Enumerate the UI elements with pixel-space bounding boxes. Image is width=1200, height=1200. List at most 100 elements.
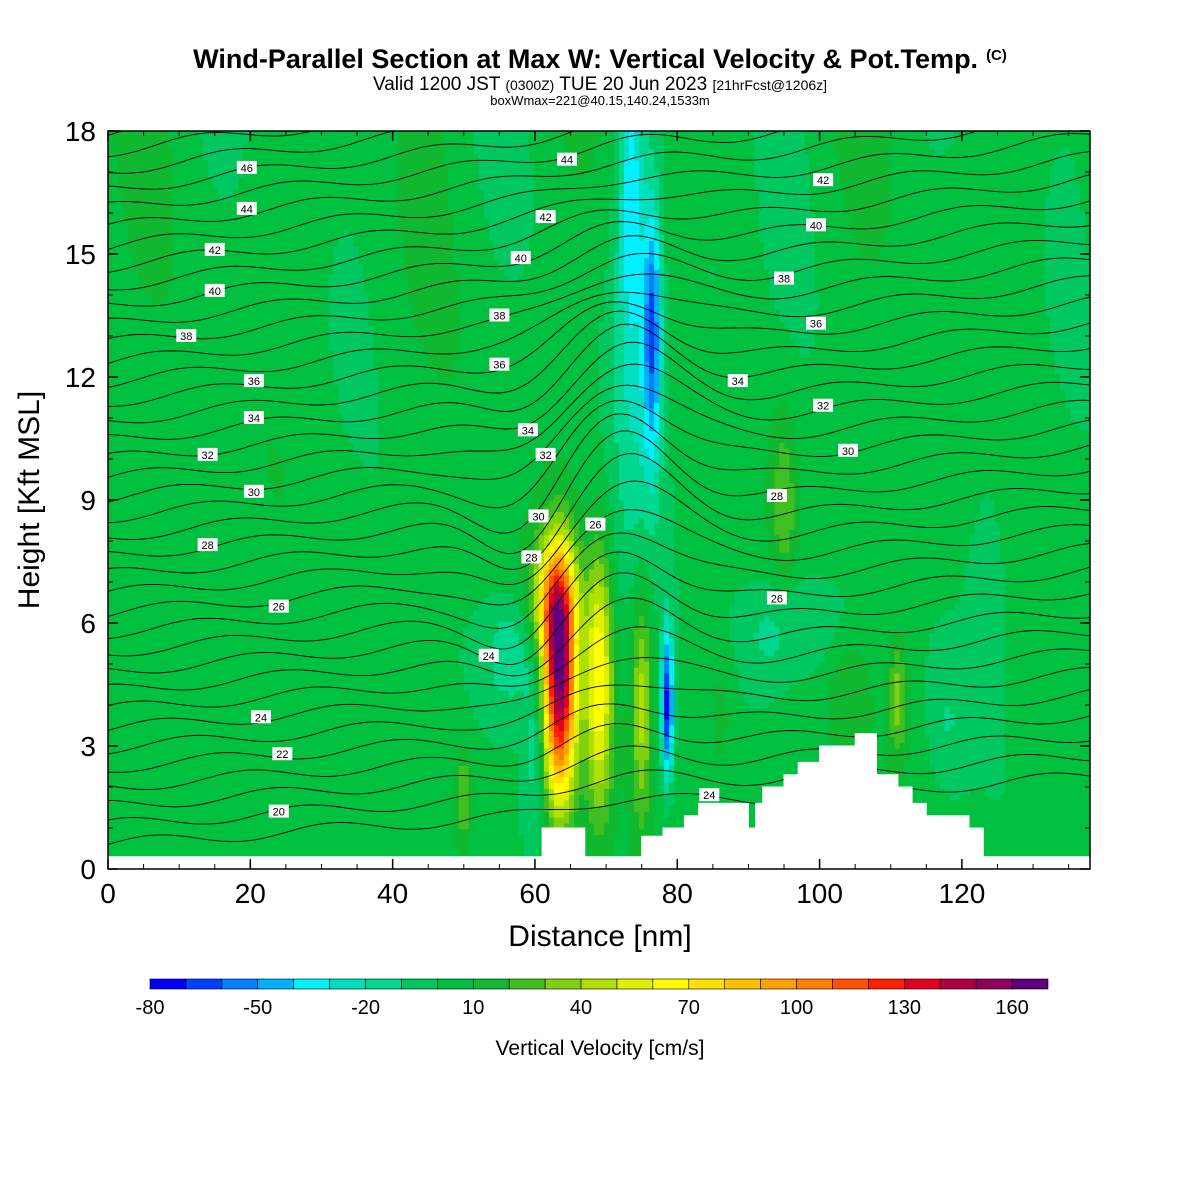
velocity-cell [113,425,119,431]
velocity-cell [143,298,149,304]
velocity-cell [113,448,119,454]
velocity-cell [133,402,139,408]
velocity-cell [153,177,159,183]
velocity-cell [133,390,139,396]
velocity-cell [138,344,144,350]
velocity-cell [123,339,129,345]
velocity-cell [123,621,129,627]
velocity-cell [108,252,114,258]
velocity-cell [108,598,114,604]
velocity-cell [148,298,154,304]
velocity-cell [153,529,159,535]
velocity-cell [128,137,134,143]
velocity-cell [128,258,134,264]
velocity-cell [148,517,154,523]
velocity-cell [123,592,129,598]
velocity-cell [143,754,149,760]
velocity-cell [118,661,124,667]
velocity-cell [148,644,154,650]
velocity-cell [133,339,139,345]
velocity-cell [138,731,144,737]
velocity-cell [133,759,139,765]
velocity-cell [143,777,149,783]
velocity-cell [113,379,119,385]
velocity-cell [138,298,144,304]
velocity-cell [128,673,134,679]
velocity-cell [123,685,129,691]
velocity-cell [133,690,139,696]
velocity-cell [128,460,134,466]
velocity-cell [108,754,114,760]
velocity-cell [148,586,154,592]
velocity-cell [123,154,129,160]
velocity-cell [123,604,129,610]
velocity-cell [133,137,139,143]
velocity-cell [108,512,114,518]
velocity-cell [148,725,154,731]
velocity-cell [118,235,124,241]
velocity-cell [128,690,134,696]
velocity-cell [143,656,149,662]
velocity-cell [118,385,124,391]
velocity-cell [133,471,139,477]
velocity-cell [133,731,139,737]
velocity-cell [153,419,159,425]
velocity-cell [148,633,154,639]
velocity-cell [158,731,164,737]
velocity-cell [118,512,124,518]
velocity-cell [118,754,124,760]
velocity-cell [148,310,154,316]
velocity-cell [108,425,114,431]
velocity-cell [138,615,144,621]
velocity-cell [133,425,139,431]
velocity-cell [148,148,154,154]
velocity-cell [118,690,124,696]
velocity-cell [128,777,134,783]
velocity-cell [108,235,114,241]
velocity-cell [148,494,154,500]
velocity-cell [138,754,144,760]
velocity-cell [148,171,154,177]
velocity-cell [128,725,134,731]
velocity-cell [113,823,119,829]
velocity-cell [123,143,129,149]
velocity-cell [123,362,129,368]
velocity-cell [133,627,139,633]
velocity-cell [143,477,149,483]
velocity-cell [113,719,119,725]
velocity-cell [133,702,139,708]
velocity-cell [133,586,139,592]
velocity-cell [128,794,134,800]
velocity-cell [148,356,154,362]
velocity-cell [128,644,134,650]
velocity-cell [143,592,149,598]
velocity-cell [113,137,119,143]
velocity-cell [128,598,134,604]
velocity-cell [133,292,139,298]
velocity-cell [153,581,159,587]
velocity-cell [123,546,129,552]
velocity-cell [148,379,154,385]
velocity-cell [143,621,149,627]
velocity-cell [113,160,119,166]
velocity-cell [123,442,129,448]
velocity-cell [148,437,154,443]
velocity-cell [133,529,139,535]
velocity-cell [148,212,154,218]
velocity-cell [153,471,159,477]
velocity-cell [138,725,144,731]
velocity-cell [123,840,129,846]
velocity-cell [113,846,119,852]
velocity-cell [138,679,144,685]
velocity-cell [148,217,154,223]
velocity-cell [143,327,149,333]
velocity-cell [128,558,134,564]
velocity-cell [128,131,134,137]
velocity-cell [138,321,144,327]
velocity-cell [153,171,159,177]
velocity-cell [108,396,114,402]
velocity-cell [148,425,154,431]
velocity-cell [113,736,119,742]
velocity-cell [138,811,144,817]
velocity-cell [118,465,124,471]
